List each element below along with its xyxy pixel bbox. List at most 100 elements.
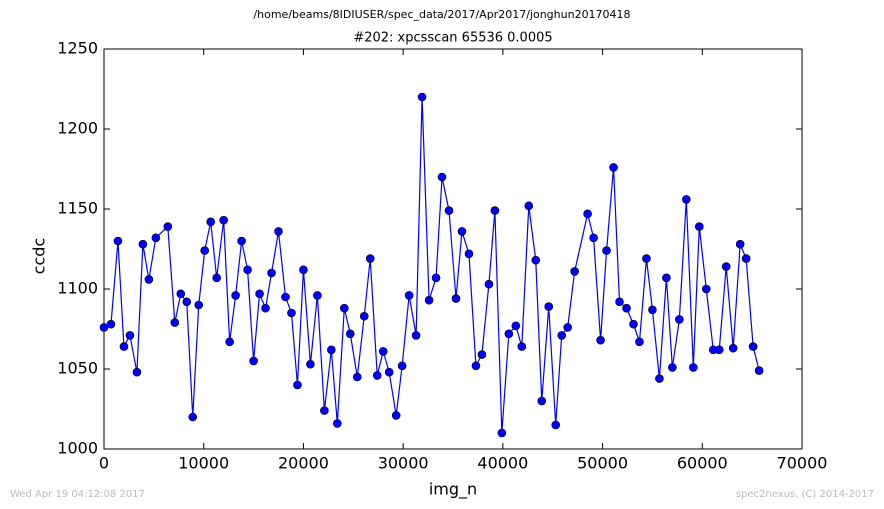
data-point bbox=[138, 239, 148, 249]
data-point bbox=[206, 217, 215, 227]
data-point bbox=[293, 380, 302, 390]
data-point bbox=[551, 420, 561, 430]
data-point bbox=[477, 350, 487, 359]
data-point bbox=[668, 363, 677, 372]
data-point bbox=[557, 331, 566, 340]
data-point bbox=[662, 273, 671, 283]
data-point bbox=[384, 367, 394, 377]
data-point bbox=[484, 279, 494, 289]
data-point bbox=[464, 249, 474, 259]
data-point bbox=[144, 275, 154, 284]
data-point bbox=[457, 227, 467, 236]
data-point bbox=[754, 366, 764, 375]
data-point bbox=[721, 262, 731, 271]
data-point bbox=[642, 254, 651, 263]
x-tick-label: 60000 bbox=[677, 454, 728, 473]
data-point bbox=[471, 361, 481, 371]
data-point bbox=[125, 331, 135, 340]
data-point bbox=[106, 319, 116, 329]
data-point bbox=[231, 291, 240, 300]
data-point bbox=[714, 345, 724, 355]
data-point bbox=[497, 428, 507, 438]
data-point bbox=[602, 246, 611, 255]
data-line bbox=[103, 96, 760, 434]
data-point bbox=[682, 195, 691, 204]
data-point bbox=[320, 406, 329, 415]
data-point bbox=[524, 201, 534, 211]
data-point bbox=[451, 294, 461, 303]
data-point bbox=[281, 292, 290, 302]
data-point bbox=[655, 374, 664, 383]
y-tick-label: 1100 bbox=[57, 279, 98, 298]
data-point bbox=[391, 411, 401, 420]
data-point bbox=[151, 233, 161, 243]
data-point bbox=[243, 265, 252, 275]
data-point bbox=[225, 337, 234, 347]
x-tick-label: 20000 bbox=[278, 454, 329, 473]
data-point bbox=[583, 209, 592, 219]
data-point bbox=[735, 239, 745, 249]
x-tick-label: 30000 bbox=[378, 454, 429, 473]
data-point bbox=[531, 255, 541, 265]
x-tick-label: 0 bbox=[99, 454, 109, 473]
data-point bbox=[163, 222, 173, 231]
data-point bbox=[261, 303, 270, 313]
data-point bbox=[119, 342, 129, 351]
data-point bbox=[352, 372, 362, 382]
data-point bbox=[437, 172, 447, 182]
x-axis-label: img_n bbox=[429, 480, 477, 500]
plot-frame bbox=[103, 48, 803, 450]
data-point bbox=[212, 273, 221, 283]
x-tick-label: 50000 bbox=[577, 454, 628, 473]
data-point bbox=[648, 305, 657, 315]
data-point bbox=[504, 329, 514, 339]
data-point bbox=[132, 367, 142, 377]
data-point bbox=[182, 297, 192, 307]
data-point bbox=[431, 273, 441, 283]
data-point bbox=[728, 343, 738, 353]
data-point bbox=[689, 363, 698, 372]
data-point bbox=[365, 254, 375, 263]
data-point bbox=[397, 361, 407, 371]
data-point bbox=[327, 345, 336, 355]
data-point bbox=[537, 396, 547, 406]
data-point bbox=[170, 318, 180, 327]
data-point bbox=[194, 300, 204, 310]
data-point bbox=[359, 311, 369, 321]
data-point bbox=[635, 337, 644, 347]
data-point bbox=[188, 412, 198, 422]
footer-right: spec2nexus, (C) 2014-2017 bbox=[736, 489, 874, 500]
data-point bbox=[629, 319, 638, 329]
data-point bbox=[417, 92, 427, 102]
data-point bbox=[306, 359, 315, 369]
data-point bbox=[200, 246, 210, 255]
x-tick-label: 40000 bbox=[477, 454, 528, 473]
data-point bbox=[299, 265, 308, 275]
data-point bbox=[219, 215, 228, 225]
x-tick-label: 70000 bbox=[777, 454, 828, 473]
y-tick-label: 1200 bbox=[57, 119, 98, 138]
data-point bbox=[424, 295, 434, 305]
data-point bbox=[570, 267, 579, 276]
data-point bbox=[701, 284, 711, 294]
data-point bbox=[249, 356, 258, 366]
data-point bbox=[596, 335, 605, 345]
data-point bbox=[748, 342, 758, 351]
data-point bbox=[615, 297, 624, 307]
data-point bbox=[444, 206, 454, 215]
data-point bbox=[511, 321, 521, 331]
y-tick-label: 1150 bbox=[57, 199, 98, 218]
data-point bbox=[345, 329, 355, 339]
data-point bbox=[99, 323, 109, 332]
suptitle: /home/beams/8IDIUSER/spec_data/2017/Apr2… bbox=[253, 8, 630, 21]
data-point bbox=[267, 268, 276, 278]
footer-left: Wed Apr 19 04:12:08 2017 bbox=[10, 489, 145, 500]
data-point bbox=[622, 303, 631, 313]
data-point bbox=[741, 254, 751, 263]
data-point bbox=[340, 303, 349, 313]
data-point bbox=[609, 163, 618, 172]
y-tick-label: 1250 bbox=[57, 39, 98, 58]
chart-title: #202: xpcsscan 65536 0.0005 bbox=[353, 31, 552, 46]
data-point bbox=[694, 222, 704, 231]
